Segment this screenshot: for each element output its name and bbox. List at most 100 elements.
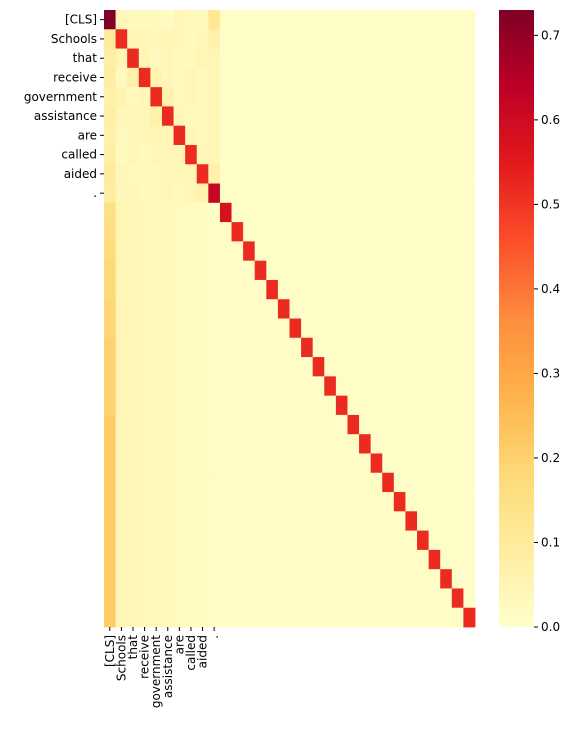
- heatmap-cell: [301, 588, 314, 609]
- heatmap-cell: [208, 492, 221, 512]
- heatmap-cell: [254, 569, 267, 589]
- heatmap-cell: [347, 299, 360, 319]
- heatmap-cell: [370, 607, 383, 628]
- heatmap-cell: [150, 588, 163, 609]
- heatmap-cell: [382, 434, 395, 454]
- heatmap-cell: [115, 434, 128, 454]
- heatmap-cell: [312, 48, 325, 69]
- heatmap-cell: [173, 202, 186, 223]
- heatmap-cell: [382, 549, 395, 570]
- heatmap-cell: [196, 549, 209, 570]
- heatmap-cell: [417, 260, 430, 281]
- heatmap-cell: [104, 10, 116, 30]
- heatmap-cell: [254, 125, 267, 146]
- heatmap-cell: [254, 376, 267, 397]
- heatmap-cell: [359, 530, 372, 551]
- heatmap-cell: [185, 260, 198, 281]
- heatmap-cell: [312, 10, 325, 30]
- heatmap-cell: [243, 414, 256, 435]
- heatmap-cell: [289, 29, 302, 49]
- heatmap-cell: [243, 318, 256, 339]
- heatmap-cell: [370, 222, 383, 242]
- heatmap-cell: [312, 87, 325, 107]
- heatmap-cell: [277, 183, 290, 204]
- heatmap-cell: [440, 144, 453, 165]
- heatmap-cell: [219, 67, 232, 88]
- heatmap-cell: [208, 125, 221, 146]
- heatmap-cell: [312, 472, 325, 493]
- heatmap-cell: [254, 607, 267, 628]
- heatmap-cell: [127, 318, 140, 339]
- heatmap-cell: [243, 48, 256, 69]
- heatmap-cell: [463, 588, 476, 609]
- heatmap-cell: [196, 10, 209, 30]
- heatmap-cell: [208, 183, 221, 204]
- heatmap-cell: [382, 453, 395, 474]
- heatmap-cell: [138, 434, 151, 454]
- heatmap-cell: [393, 472, 406, 493]
- heatmap-cell: [335, 29, 348, 49]
- heatmap-cell: [440, 299, 453, 319]
- heatmap-cell: [382, 260, 395, 281]
- heatmap-cell: [370, 588, 383, 609]
- heatmap-cell: [347, 453, 360, 474]
- heatmap-cell: [254, 29, 267, 49]
- heatmap-cell: [127, 549, 140, 570]
- heatmap-cell: [440, 337, 453, 358]
- heatmap-cell: [104, 260, 116, 281]
- heatmap-cell: [173, 222, 186, 242]
- heatmap-cell: [359, 260, 372, 281]
- heatmap-cell: [347, 376, 360, 397]
- heatmap-cell: [208, 202, 221, 223]
- heatmap-cell: [127, 588, 140, 609]
- heatmap-cell: [243, 588, 256, 609]
- heatmap-cell: [312, 549, 325, 570]
- heatmap-cell: [150, 87, 163, 107]
- heatmap-cell: [266, 530, 279, 551]
- heatmap-cell: [370, 260, 383, 281]
- heatmap-cell: [312, 164, 325, 184]
- heatmap-cell: [127, 260, 140, 281]
- heatmap-cell: [289, 106, 302, 127]
- heatmap-cell: [359, 299, 372, 319]
- heatmap-cell: [185, 569, 198, 589]
- heatmap-cell: [347, 492, 360, 512]
- heatmap-cell: [428, 29, 441, 49]
- heatmap-cell: [440, 241, 453, 262]
- heatmap-cell: [451, 414, 464, 435]
- heatmap-cell: [254, 183, 267, 204]
- heatmap-cell: [173, 10, 186, 30]
- heatmap-cell: [173, 144, 186, 165]
- heatmap-cell: [428, 472, 441, 493]
- heatmap-cell: [417, 453, 430, 474]
- heatmap-cell: [208, 241, 221, 262]
- heatmap-cell: [417, 607, 430, 628]
- heatmap-cell: [161, 607, 174, 628]
- heatmap-cell: [463, 607, 476, 628]
- heatmap-cell: [219, 357, 232, 377]
- heatmap-cell: [150, 183, 163, 204]
- heatmap-cell: [417, 222, 430, 242]
- heatmap-cell: [335, 125, 348, 146]
- heatmap-cell: [231, 395, 244, 416]
- heatmap-cell: [266, 414, 279, 435]
- heatmap-cell: [231, 106, 244, 127]
- heatmap-cell: [266, 588, 279, 609]
- heatmap-cell: [243, 183, 256, 204]
- heatmap-cell: [347, 434, 360, 454]
- heatmap-cell: [382, 337, 395, 358]
- heatmap-cell: [382, 29, 395, 49]
- heatmap-cell: [312, 260, 325, 281]
- heatmap-cell: [196, 337, 209, 358]
- heatmap-cell: [161, 569, 174, 589]
- heatmap-cell: [463, 318, 476, 339]
- heatmap-cell: [312, 29, 325, 49]
- heatmap-cell: [417, 337, 430, 358]
- heatmap-cell: [243, 106, 256, 127]
- colorbar-tick-label: 0.4: [541, 282, 560, 296]
- heatmap-cell: [104, 511, 116, 531]
- heatmap-cell: [127, 67, 140, 88]
- heatmap-cell: [266, 511, 279, 531]
- heatmap-cell: [440, 48, 453, 69]
- heatmap-cell: [243, 395, 256, 416]
